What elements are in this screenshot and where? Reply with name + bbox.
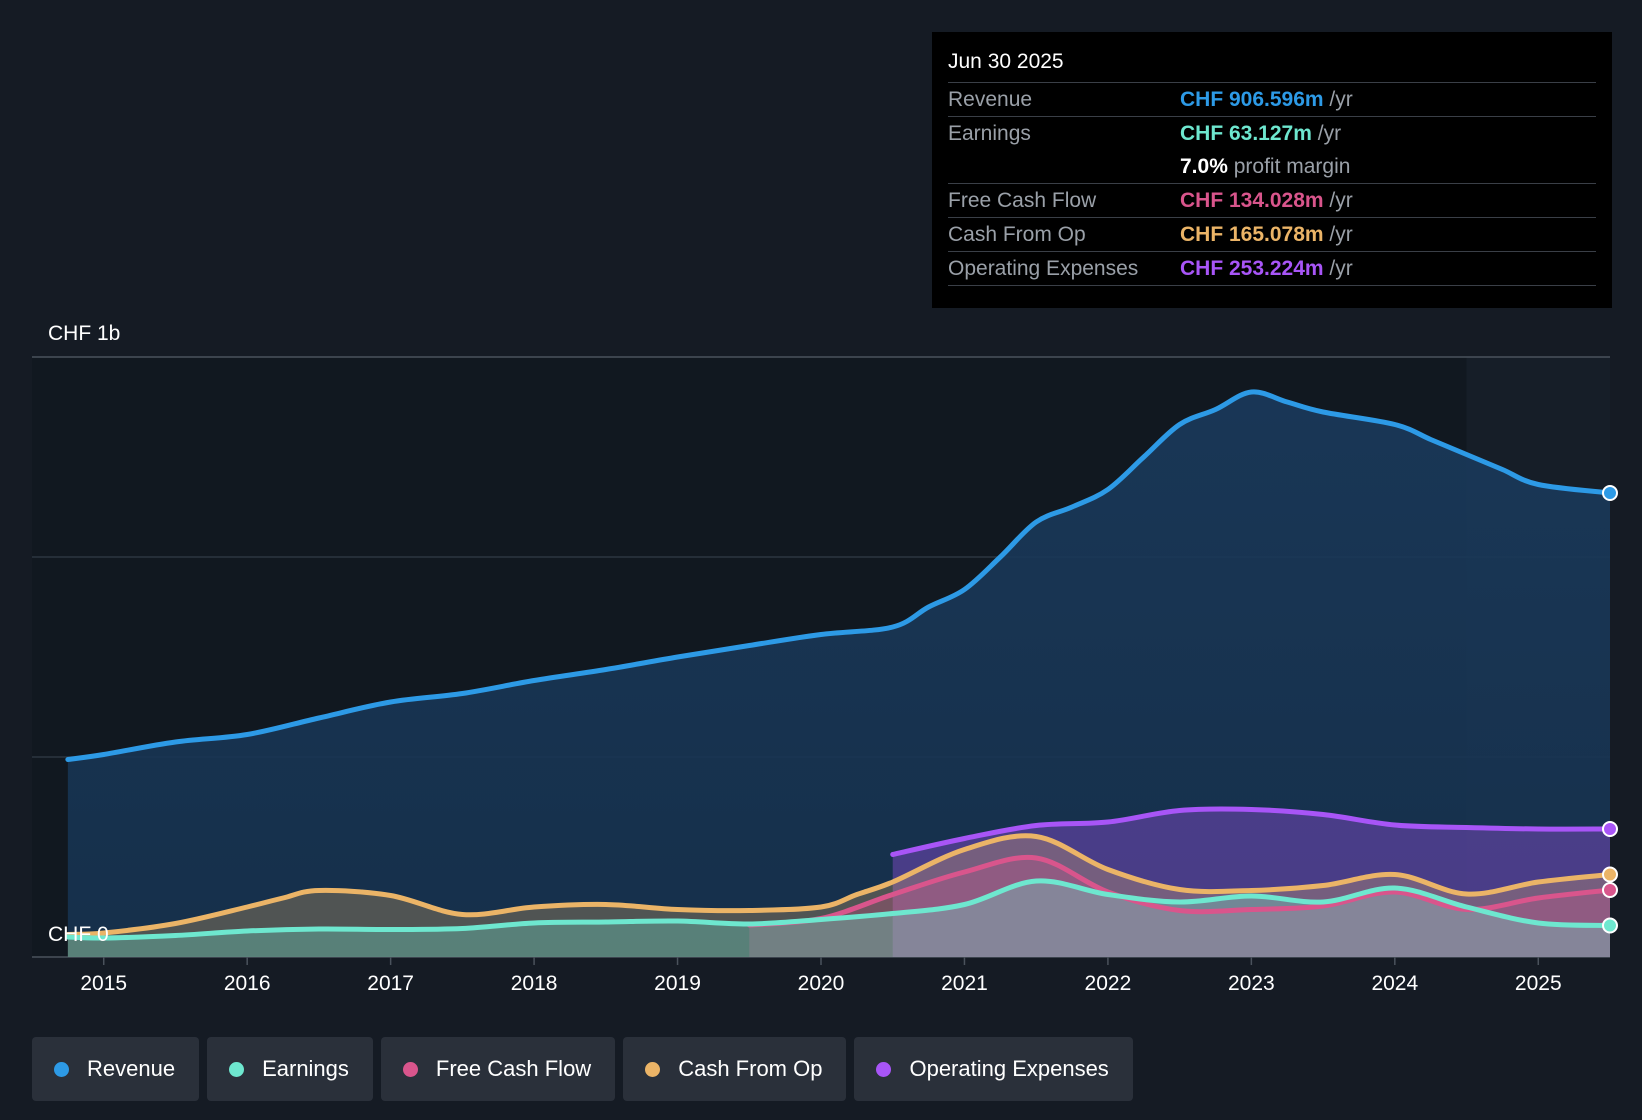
legend-dot-icon [229,1061,245,1077]
x-tick-label: 2018 [511,972,558,995]
cash-from-op-line [65,833,1613,937]
x-tick-label: 2019 [654,972,701,995]
legend-dot-icon [645,1061,661,1077]
cash-from-op-end-marker[interactable] [1602,866,1618,883]
y-axis-top-label: CHF 1b [48,322,120,345]
tooltip-label [948,150,1180,183]
legend-dot-icon [54,1061,69,1077]
earnings-end-marker[interactable] [1602,917,1618,934]
tooltip-value: CHF 63.127m /yr [1180,122,1342,145]
legend-item-earnings[interactable]: Earnings [207,1037,373,1101]
x-tick-label: 2017 [367,972,414,995]
tooltip-row-fcf: Free Cash Flow CHF 134.028m /yr [948,184,1596,218]
tooltip-label: Operating Expenses [948,257,1139,280]
tooltip-label: Revenue [948,88,1033,111]
legend-dot-icon [402,1061,418,1077]
tooltip-value: CHF 165.078m /yr [1180,223,1353,246]
x-tick-label: 2021 [941,972,988,995]
revenue-line [65,389,1613,762]
revenue-area [67,391,1610,957]
tooltip-row-cfo: Cash From Op CHF 165.078m /yr [948,218,1596,252]
free-cash-flow-end-marker[interactable] [1602,882,1618,898]
legend-item-revenue[interactable]: Revenue [32,1037,200,1101]
earnings-line [65,878,1613,941]
tooltip-value: 7.0% profit margin [1180,155,1351,178]
legend-label: Revenue [87,1056,176,1081]
chart-legend: Revenue Earnings Free Cash Flow Cash Fro… [32,1037,1133,1101]
legend-dot-icon [876,1061,892,1077]
x-tick-label: 2025 [1515,972,1562,995]
tooltip-row-margin: 7.0% profit margin [948,150,1596,184]
x-tick-label: 2020 [798,972,845,995]
operating-expenses-end-marker[interactable] [1602,821,1618,837]
legend-label: Free Cash Flow [435,1056,592,1081]
tooltip-value: CHF 906.596m /yr [1180,88,1353,111]
y-axis-zero-label: CHF 0 [48,923,109,946]
tooltip-label: Cash From Op [948,223,1086,246]
x-tick-label: 2023 [1228,972,1275,995]
hover-tooltip: Jun 30 2025 Revenue CHF 906.596m /yr Ear… [932,32,1612,308]
tooltip-label: Earnings [948,122,1031,145]
free-cash-flow-area [749,857,1610,957]
operating-expenses-line [890,806,1613,857]
tooltip-row-earnings: Earnings CHF 63.127m /yr [948,117,1596,150]
tooltip-row-revenue: Revenue CHF 906.596m /yr [948,83,1596,117]
tooltip-value: CHF 134.028m /yr [1180,189,1353,212]
legend-label: Operating Expenses [909,1056,1109,1081]
legend-item-operating-expenses[interactable]: Operating Expenses [854,1037,1133,1101]
tooltip-label: Free Cash Flow [948,189,1097,212]
tooltip-row-opex: Operating Expenses CHF 253.224m /yr [948,252,1596,286]
legend-item-free-cash-flow[interactable]: Free Cash Flow [380,1037,616,1101]
legend-label: Earnings [262,1056,349,1081]
legend-item-cash-from-op[interactable]: Cash From Op [623,1037,847,1101]
tooltip-value: CHF 253.224m /yr [1180,257,1353,280]
x-tick-label: 2022 [1085,972,1132,995]
x-tick-label: 2015 [80,972,127,995]
tooltip-date: Jun 30 2025 [948,46,1596,83]
legend-label: Cash From Op [678,1056,823,1081]
x-tick-label: 2016 [224,972,271,995]
operating-expenses-area [892,808,1610,957]
x-tick-label: 2024 [1371,972,1418,995]
revenue-end-marker[interactable] [1602,485,1618,501]
